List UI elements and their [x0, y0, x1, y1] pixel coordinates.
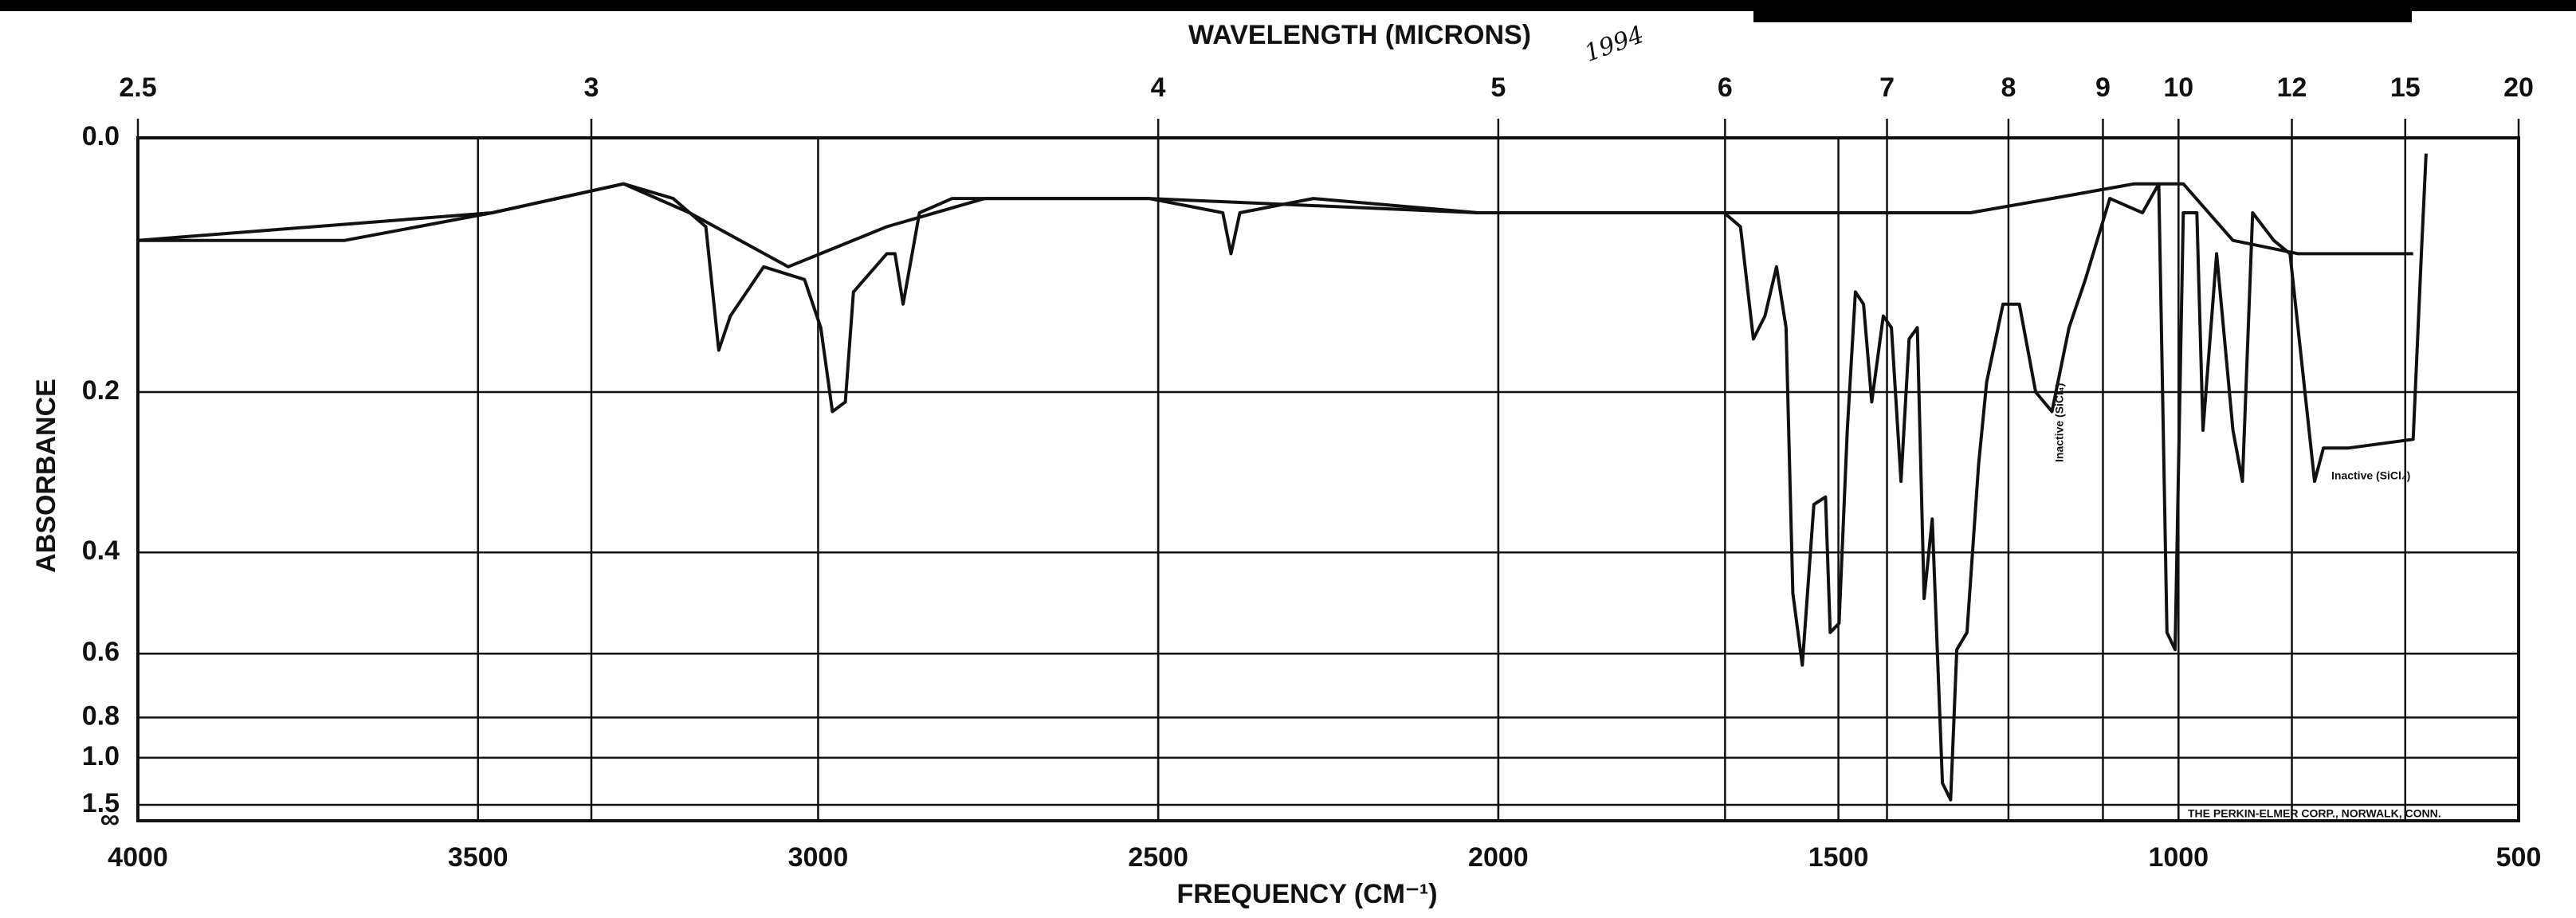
- x2-tick-label: 20: [2503, 73, 2534, 103]
- x2-tick-label: 12: [2277, 73, 2307, 103]
- x-tick-label: 3500: [448, 842, 509, 873]
- scan-border: [0, 0, 2576, 11]
- y-tick-label: 0.6: [82, 637, 120, 667]
- y-tick-label: 0.0: [82, 121, 120, 151]
- x2-tick-label: 7: [1879, 73, 1895, 103]
- x-tick-label: 2500: [1128, 842, 1188, 873]
- x-tick-label: 2000: [1468, 842, 1529, 873]
- x-tick-label: 1500: [1808, 842, 1869, 873]
- annotation: 1994: [1581, 21, 1648, 68]
- y-tick-label: 0.4: [82, 536, 120, 566]
- x2-tick-label: 10: [2163, 73, 2193, 103]
- y-axis-label: ABSORBANCE: [31, 379, 61, 573]
- x-tick-label: 3000: [788, 842, 849, 873]
- annotation: THE PERKIN-ELMER CORP., NORWALK, CONN.: [2188, 807, 2441, 820]
- scan-border: [1753, 11, 2412, 22]
- x2-tick-label: 4: [1151, 73, 1166, 103]
- x-tick-label: 500: [2496, 842, 2542, 873]
- annotation: Inactive (SiCl₄): [2053, 383, 2066, 462]
- annotation: Inactive (SiCl₄): [2331, 469, 2410, 482]
- x2-tick-label: 9: [2095, 73, 2111, 103]
- x2-tick-label: 8: [2001, 73, 2016, 103]
- x2-tick-label: 5: [1490, 73, 1506, 103]
- y-tick-label: 0.8: [82, 700, 120, 731]
- y-tick-label: 0.2: [82, 375, 120, 406]
- x2-tick-label: 2.5: [119, 73, 156, 103]
- spectrum-line: [138, 153, 2428, 802]
- y-bottom-label: ∞: [100, 804, 120, 834]
- x-tick-label: 4000: [108, 842, 168, 873]
- y-tick-label: 1.0: [82, 741, 120, 771]
- y-tick-label: 1.5: [82, 788, 120, 818]
- x2-tick-label: 15: [2390, 73, 2421, 103]
- x2-axis-label: WAVELENGTH (MICRONS): [1188, 20, 1531, 50]
- x2-tick-label: 6: [1718, 73, 1733, 103]
- x-tick-label: 1000: [2148, 842, 2209, 873]
- x-axis-label: FREQUENCY (CM⁻¹): [1176, 879, 1437, 909]
- spectrum-line: [137, 182, 2413, 269]
- x2-tick-label: 3: [583, 73, 599, 103]
